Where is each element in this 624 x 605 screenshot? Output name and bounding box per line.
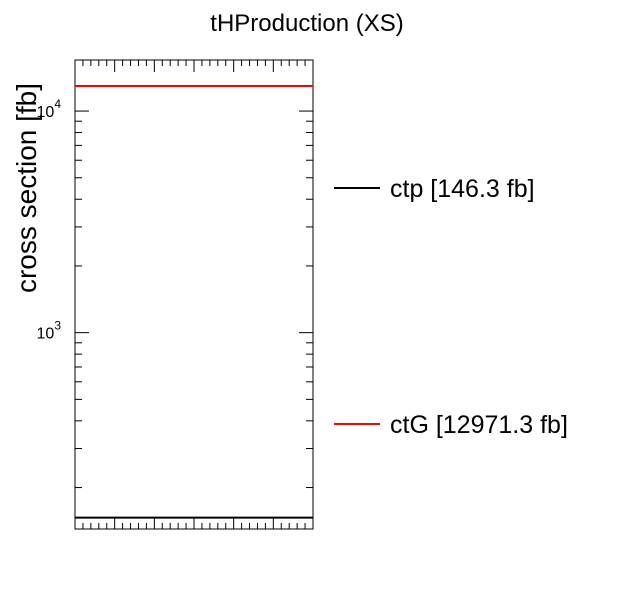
y-tick-label-base: 10 [37,104,55,121]
legend: ctp [146.3 fb] ctG [12971.3 fb] [334,175,568,439]
plot-frame [74,59,314,530]
chart-title: tHProduction (XS) [210,10,403,37]
y-axis-ticks [75,110,313,489]
y-axis-label: cross section [fb] [11,83,42,293]
x-axis-ticks [74,60,314,529]
legend-label-1: ctG [12971.3 fb] [390,411,568,439]
y-tick-label-exponent: 3 [54,319,61,333]
y-tick-label: 103 [37,319,62,343]
series-lines [75,85,313,519]
legend-label-0: ctp [146.3 fb] [390,175,535,203]
y-tick-label: 104 [37,97,62,121]
y-tick-label-base: 10 [37,326,55,343]
y-tick-label-exponent: 4 [54,97,61,111]
